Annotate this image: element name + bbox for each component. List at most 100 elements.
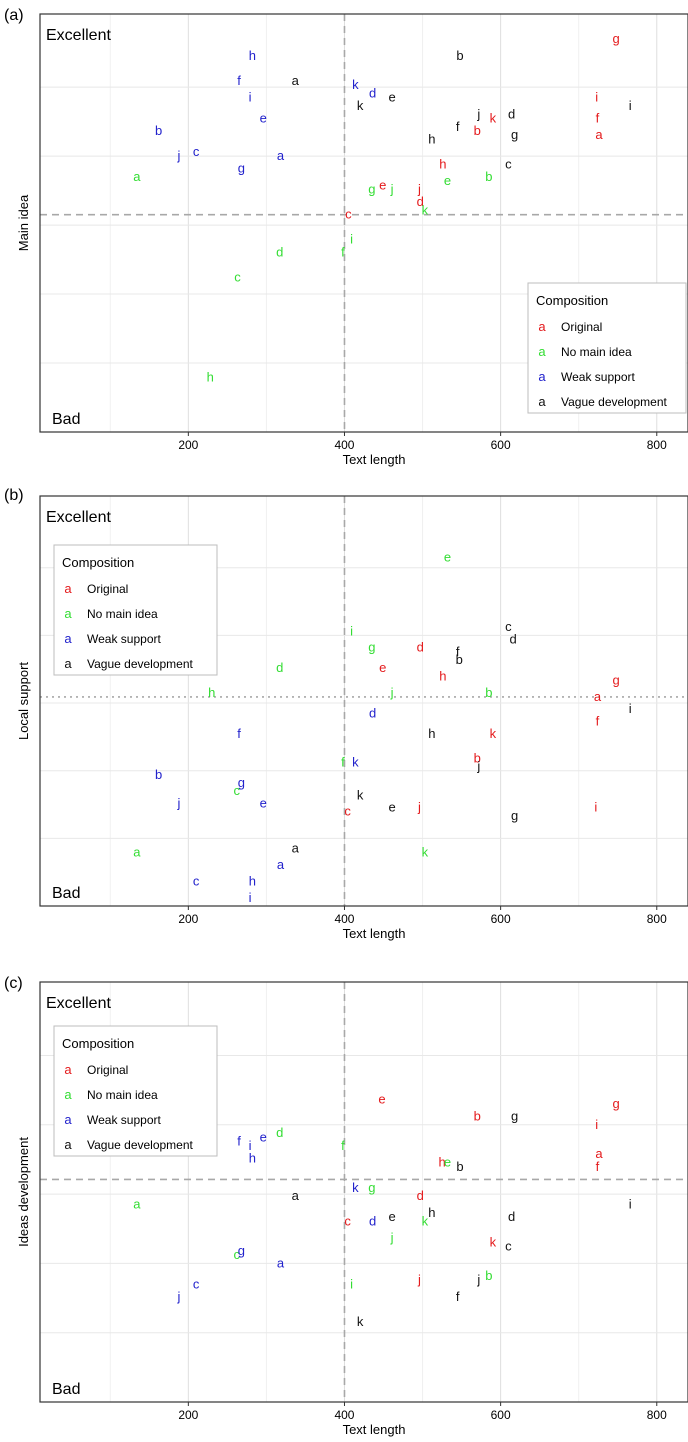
data-point: c (505, 156, 512, 171)
data-point: b (155, 767, 162, 782)
corner-label-top: Excellent (46, 995, 111, 1012)
data-point: g (368, 1180, 375, 1195)
panel-label: (a) (4, 7, 24, 24)
x-tick-label: 200 (178, 1408, 198, 1422)
data-point: f (341, 244, 345, 259)
data-point: i (594, 800, 597, 815)
legend-key: a (538, 369, 546, 384)
data-point: c (344, 1213, 351, 1228)
data-point: a (133, 1197, 141, 1212)
data-point: i (350, 232, 353, 247)
corner-label-bottom: Bad (52, 885, 80, 902)
data-point: j (390, 182, 394, 197)
data-point: b (456, 652, 463, 667)
data-point: d (369, 85, 376, 100)
data-point: c (193, 873, 200, 888)
data-point: g (368, 640, 375, 655)
data-point: e (260, 111, 267, 126)
data-point: i (249, 1138, 252, 1153)
data-point: e (388, 1209, 395, 1224)
legend-entry: No main idea (561, 345, 632, 359)
data-point: a (292, 841, 300, 856)
data-point: f (237, 726, 241, 741)
data-point: i (595, 90, 598, 105)
data-point: k (422, 845, 429, 860)
corner-label-top: Excellent (46, 27, 111, 44)
data-point: j (390, 685, 394, 700)
data-point: h (428, 726, 435, 741)
data-point: k (357, 787, 364, 802)
data-point: k (490, 1234, 497, 1249)
legend-box (53, 544, 218, 676)
data-point: b (456, 48, 463, 63)
data-point: e (388, 800, 395, 815)
data-point: c (505, 1239, 512, 1254)
chart-panel-b: (b) Excellent Bad 200 400 600 800 Text length Lo… (4, 487, 688, 941)
legend-title: Composition (62, 1036, 134, 1051)
data-point: h (439, 668, 446, 683)
x-tick-label: 600 (491, 438, 511, 452)
data-point: k (352, 77, 359, 92)
data-point: c (505, 619, 512, 634)
legend-title: Composition (536, 293, 608, 308)
x-tick-label: 400 (334, 1408, 354, 1422)
data-point: k (357, 1314, 364, 1329)
data-point: j (476, 759, 480, 774)
data-point: h (438, 1155, 445, 1170)
y-axis-title: Local support (16, 662, 31, 740)
data-point: k (352, 755, 359, 770)
data-point: f (596, 714, 600, 729)
legend-key: a (64, 606, 72, 621)
data-point: d (508, 1209, 515, 1224)
data-point: f (456, 644, 460, 659)
data-point: c (233, 783, 240, 798)
data-point: h (249, 48, 256, 63)
x-axis-title: Text length (343, 926, 406, 941)
x-axis-title: Text length (343, 452, 406, 467)
data-point: e (444, 173, 451, 188)
legend-entry: No main idea (87, 607, 158, 621)
legend: Composition a Original a No main idea a Weak s… (53, 1025, 218, 1157)
corner-label-top: Excellent (46, 509, 111, 526)
data-point: b (485, 685, 492, 700)
data-point: d (508, 106, 515, 121)
data-point: a (277, 148, 285, 163)
data-point: c (233, 1247, 240, 1262)
data-point: f (341, 1138, 345, 1153)
data-point: d (369, 1213, 376, 1228)
data-point: a (277, 1255, 285, 1270)
data-point: j (417, 1272, 421, 1287)
legend-entry: Weak support (561, 370, 635, 384)
data-point: d (276, 660, 283, 675)
data-point: e (444, 1155, 451, 1170)
data-point: h (249, 1150, 256, 1165)
legend: Composition a Original a No main idea a Weak s… (53, 544, 218, 676)
data-point: e (388, 90, 395, 105)
data-point: d (276, 244, 283, 259)
data-point: h (207, 370, 214, 385)
data-point: e (379, 177, 386, 192)
y-axis-title: Ideas development (16, 1137, 31, 1247)
panel-label: (b) (4, 487, 24, 504)
data-point: b (155, 123, 162, 138)
legend-box (527, 282, 687, 414)
legend-key: a (538, 394, 546, 409)
data-point: c (193, 144, 200, 159)
data-point: f (456, 1289, 460, 1304)
data-point: j (177, 796, 181, 811)
corner-label-bottom: Bad (52, 1381, 80, 1398)
data-point: j (476, 106, 480, 121)
data-point: h (208, 685, 215, 700)
data-point: b (474, 123, 481, 138)
x-tick-label: 400 (334, 438, 354, 452)
legend-key: a (64, 1062, 72, 1077)
data-point: c (345, 207, 352, 222)
legend-entry: Weak support (87, 1113, 161, 1127)
data-point: h (428, 131, 435, 146)
data-point: j (177, 148, 181, 163)
data-point: b (485, 1268, 492, 1283)
data-point: g (368, 182, 375, 197)
data-point: a (133, 845, 141, 860)
y-axis-title: Main idea (16, 194, 31, 251)
data-point: g (511, 808, 518, 823)
